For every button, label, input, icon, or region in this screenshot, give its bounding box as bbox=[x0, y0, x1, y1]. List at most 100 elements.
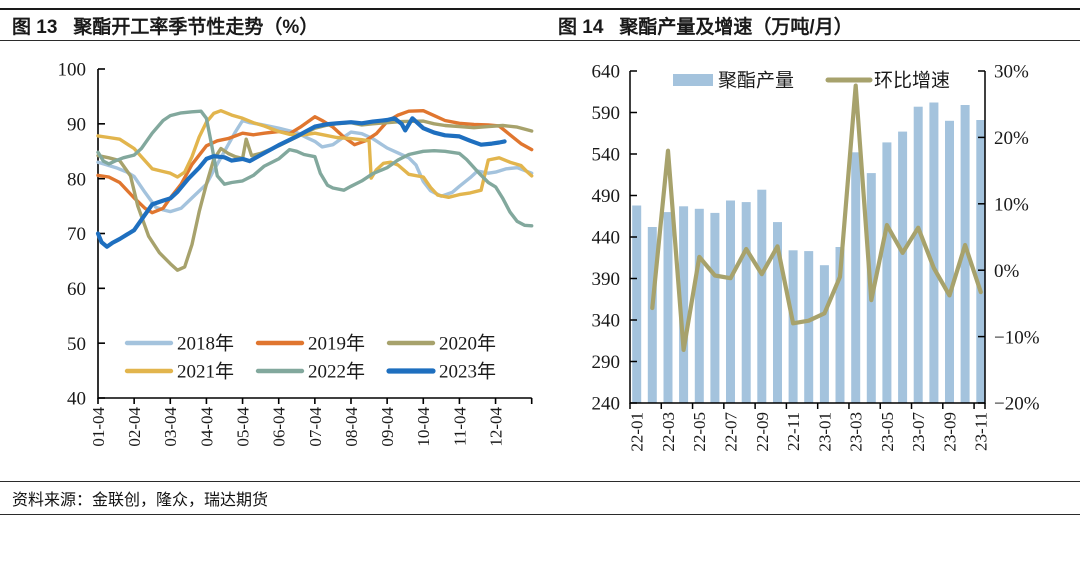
fig14-right-ytick-label: −20% bbox=[994, 394, 1040, 415]
fig13-ytick-label: 70 bbox=[67, 224, 86, 245]
bar-22-07 bbox=[726, 200, 735, 403]
fig13-xtick-label: 06-04 bbox=[270, 407, 289, 447]
fig14-title: 图 14 聚酯产量及增速（万吨/月） bbox=[558, 12, 853, 39]
fig13-xtick-label: 02-04 bbox=[125, 407, 144, 447]
fig14-left-ytick-label: 240 bbox=[592, 394, 621, 415]
series-line-2020年 bbox=[96, 119, 534, 272]
bar-23-07 bbox=[913, 106, 923, 403]
bar-23-02 bbox=[835, 247, 845, 403]
fig13-number: 图 13 bbox=[12, 17, 58, 38]
fig14-xtick-label: 22-05 bbox=[690, 412, 709, 452]
legend-label-2018年: 2018年 bbox=[177, 333, 234, 355]
fig14-number: 图 14 bbox=[558, 17, 604, 38]
fig14-left-ytick-label: 290 bbox=[592, 352, 621, 373]
bar-22-10 bbox=[773, 222, 782, 403]
bars-聚酯产量 bbox=[632, 102, 986, 404]
fig14-right-ytick-label: 10% bbox=[994, 194, 1029, 215]
fig13-xtick-label: 03-04 bbox=[161, 407, 180, 447]
bar-23-01 bbox=[819, 265, 829, 403]
fig14-xtick-label: 23-01 bbox=[815, 412, 834, 452]
fig14-xtick-label: 23-07 bbox=[909, 412, 928, 452]
fig14-right-axis-labels: 30% 20% 10% 0% −10% −20% bbox=[994, 62, 1040, 415]
fig13-title-text: 聚酯开工率季节性走势（%） bbox=[73, 17, 319, 38]
legend-label-2020年: 2020年 bbox=[439, 333, 496, 355]
bar-22-09 bbox=[757, 189, 767, 403]
fig13-y-axis-labels: 100 90 80 70 60 50 40 bbox=[58, 60, 87, 410]
bar-23-08 bbox=[929, 102, 939, 403]
legend-label-2019年: 2019年 bbox=[308, 333, 365, 355]
legend-label-聚酯产量: 聚酯产量 bbox=[718, 70, 794, 92]
bar-22-08 bbox=[741, 202, 751, 403]
legend-item-2023年: 2023年 bbox=[386, 361, 496, 383]
fig14-left-ytick-label: 590 bbox=[592, 103, 621, 124]
fig14-right-ytick-label: 0% bbox=[994, 261, 1020, 282]
fig13-xtick-label: 09-04 bbox=[378, 407, 397, 447]
title-underline-rule bbox=[0, 40, 1080, 41]
fig13-xtick-label: 05-04 bbox=[234, 407, 253, 447]
fig14-left-ytick-label: 540 bbox=[592, 145, 621, 166]
legend-item-2018年: 2018年 bbox=[124, 333, 234, 355]
fig13-x-axis-labels: 01-04 02-04 03-04 04-04 05-04 06-04 07-04 08-04… bbox=[89, 407, 506, 447]
fig14-legend: 聚酯产量 环比增速 bbox=[673, 70, 950, 92]
fig14-xtick-label: 23-09 bbox=[940, 412, 959, 452]
fig13-axes bbox=[97, 68, 533, 404]
fig13-ytick-label: 100 bbox=[58, 60, 87, 81]
data-source-note: 资料来源：金联创，隆众，瑞达期货 bbox=[12, 492, 269, 509]
source-top-rule bbox=[0, 481, 1080, 482]
fig14-xtick-label: 23-11 bbox=[972, 412, 991, 451]
series-line-2022年 bbox=[96, 109, 534, 228]
fig14-right-ytick-label: 30% bbox=[994, 62, 1029, 83]
legend-swatch-聚酯产量 bbox=[673, 74, 713, 86]
legend-label-2022年: 2022年 bbox=[308, 361, 365, 383]
fig14-xtick-label: 22-07 bbox=[721, 412, 740, 452]
fig14-title-text: 聚酯产量及增速（万吨/月） bbox=[619, 17, 853, 38]
series-line-2019年 bbox=[96, 109, 534, 215]
fig14-xtick-label: 22-03 bbox=[659, 412, 678, 452]
fig14-xtick-label: 22-11 bbox=[784, 412, 803, 451]
bar-23-10 bbox=[960, 105, 970, 403]
bar-23-11 bbox=[976, 120, 986, 403]
fig14-left-ytick-label: 640 bbox=[592, 62, 621, 83]
fig14-right-ytick-label: 20% bbox=[994, 128, 1029, 149]
bar-23-06 bbox=[898, 131, 908, 403]
legend-label-环比增速: 环比增速 bbox=[874, 70, 950, 92]
series-line-2018年 bbox=[96, 118, 534, 214]
bar-22-03 bbox=[663, 212, 673, 403]
legend-item-2022年: 2022年 bbox=[255, 361, 365, 383]
fig13-legend: 2018年 2019年 2020年 2021年 2022年 2023年 bbox=[124, 333, 496, 383]
series-line-2021年 bbox=[96, 109, 534, 200]
bar-23-03 bbox=[851, 152, 861, 403]
fig13-xtick-label: 07-04 bbox=[306, 407, 325, 447]
legend-label-2021年: 2021年 bbox=[177, 361, 234, 383]
fig13-ytick-label: 80 bbox=[67, 169, 86, 190]
fig13-xtick-label: 04-04 bbox=[197, 407, 216, 447]
fig14-left-ytick-label: 490 bbox=[592, 186, 621, 207]
fig14-x-axis-labels: 22-01 22-03 22-05 22-07 22-09 22-11 23-01 23-03… bbox=[628, 412, 991, 452]
legend-item-2021年: 2021年 bbox=[124, 361, 234, 383]
fig14-xtick-label: 22-01 bbox=[628, 412, 647, 452]
fig14-axes bbox=[629, 70, 986, 409]
fig14-xtick-label: 22-09 bbox=[753, 412, 772, 452]
bar-22-04 bbox=[679, 206, 689, 403]
bar-22-11 bbox=[788, 250, 798, 403]
polyester-operating-rate-chart: 100 90 80 70 60 50 40 01-04 02-04 03-04 04-04 05-04… bbox=[0, 52, 540, 477]
fig13-xtick-label: 12-04 bbox=[487, 407, 506, 447]
fig14-left-ytick-label: 390 bbox=[592, 269, 621, 290]
fig14-right-ytick-label: −10% bbox=[994, 327, 1040, 348]
fig14-left-axis-labels: 640 590 540 490 440 390 340 290 240 bbox=[592, 62, 621, 415]
fig13-ytick-label: 50 bbox=[67, 334, 86, 355]
legend-label-2023年: 2023年 bbox=[439, 361, 496, 383]
bar-23-05 bbox=[882, 142, 892, 403]
fig14-xtick-label: 23-05 bbox=[878, 412, 897, 452]
fig14-xtick-label: 23-03 bbox=[847, 412, 866, 452]
fig13-xtick-label: 01-04 bbox=[89, 407, 108, 447]
series-line-2023年 bbox=[95, 116, 507, 249]
fig13-ytick-label: 40 bbox=[67, 389, 86, 410]
fig13-ytick-label: 90 bbox=[67, 114, 86, 135]
top-border-rule bbox=[0, 8, 1080, 10]
bar-22-05 bbox=[694, 208, 704, 403]
fig13-xtick-label: 11-04 bbox=[450, 407, 469, 447]
fig13-title: 图 13 聚酯开工率季节性走势（%） bbox=[12, 12, 318, 39]
fig13-xtick-label: 08-04 bbox=[342, 407, 361, 447]
